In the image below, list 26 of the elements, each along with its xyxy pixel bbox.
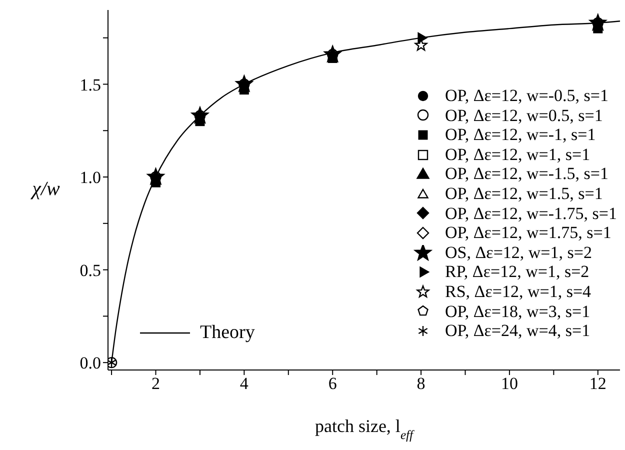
y-tick-label: 1.0 xyxy=(80,168,101,188)
x-tick-label: 10 xyxy=(500,374,518,394)
legend-label: OP, Δε=12, w=1.75, s=1 xyxy=(445,223,612,243)
x-tick-label: 8 xyxy=(416,374,426,394)
legend-label: OP, Δε=24, w=4, s=1 xyxy=(445,321,590,341)
x-tick-label: 12 xyxy=(589,374,606,394)
legend-label: OP, Δε=12, w=-1.75, s=1 xyxy=(445,204,617,224)
legend-label: OS, Δε=12, w=1, s=2 xyxy=(445,242,592,262)
legend-label: OP, Δε=12, w=0.5, s=1 xyxy=(445,106,603,126)
x-tick-label: 4 xyxy=(240,374,249,394)
y-axis-title: χ/w xyxy=(30,178,61,200)
y-tick-label: 0.0 xyxy=(80,354,101,373)
legend-label: OP, Δε=18, w=3, s=1 xyxy=(445,302,590,322)
x-tick-label: 6 xyxy=(328,374,337,394)
legend-label: OP, Δε=12, w=-1.5, s=1 xyxy=(445,164,608,184)
legend-label: OP, Δε=12, w=-1, s=1 xyxy=(445,125,596,145)
y-tick-label: 0.5 xyxy=(80,260,101,280)
legend-label: Theory xyxy=(200,322,255,344)
legend-label: RP, Δε=12, w=1, s=2 xyxy=(445,262,590,282)
legend-label: RS, Δε=12, w=1, s=4 xyxy=(445,282,592,302)
legend-label: OP, Δε=12, w=1, s=1 xyxy=(445,144,590,164)
legend-label: OP, Δε=12, w=-0.5, s=1 xyxy=(445,86,608,106)
x-axis-title: patch size, l$_{eff}$ xyxy=(314,416,415,442)
legend-label: OP, Δε=12, w=1.5, s=1 xyxy=(445,184,603,204)
x-tick-label: 2 xyxy=(152,374,160,394)
y-tick-label: 1.5 xyxy=(80,75,101,94)
